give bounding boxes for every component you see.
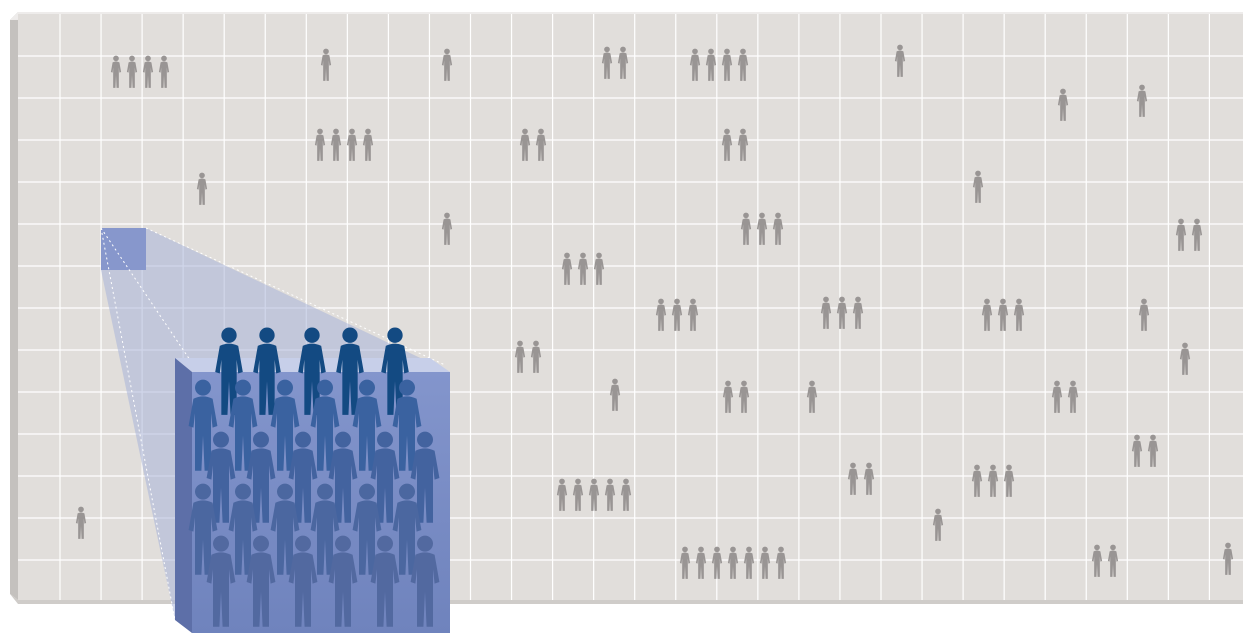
wall-side bbox=[10, 12, 18, 600]
page: (() => { const data = JSON.parse(documen… bbox=[0, 0, 1243, 633]
illustration bbox=[0, 0, 1243, 633]
box-side bbox=[175, 358, 192, 633]
